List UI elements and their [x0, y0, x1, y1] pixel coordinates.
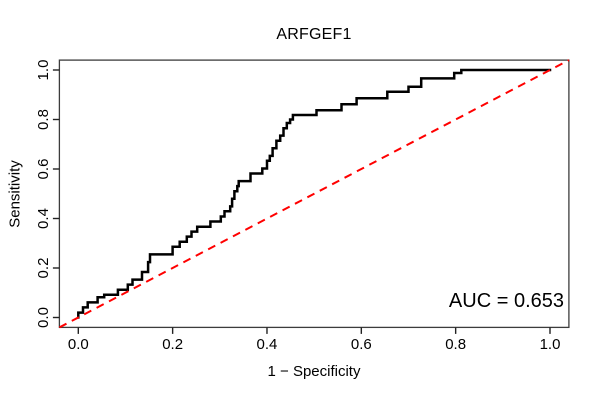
x-tick-label: 0.8	[445, 336, 466, 353]
y-axis-ticks: 0.0 0.2 0.4 0.6 0.8 1.0	[35, 60, 60, 328]
y-tick-label: 0.2	[35, 258, 52, 279]
roc-curve-line	[77, 68, 552, 319]
x-tick-label: 0.4	[257, 336, 278, 353]
x-tick-label: 0.0	[68, 336, 89, 353]
y-tick-label: 0.6	[35, 159, 52, 180]
x-axis-label: 1 − Specificity	[267, 363, 361, 380]
auc-value-label: AUC = 0.653	[448, 290, 564, 312]
x-tick-label: 0.6	[351, 336, 372, 353]
chart-title: ARFGEF1	[276, 26, 352, 43]
y-tick-label: 0.8	[35, 109, 52, 130]
x-tick-label: 0.2	[162, 336, 183, 353]
x-tick-label: 1.0	[540, 336, 561, 353]
y-tick-label: 1.0	[35, 60, 52, 81]
chance-diagonal-line	[58, 59, 570, 329]
y-axis-label: Sensitivity	[6, 160, 24, 228]
x-axis-ticks: 0.0 0.2 0.4 0.6 0.8 1.0	[68, 327, 561, 353]
y-tick-label: 0.0	[35, 307, 52, 328]
plot-frame	[58, 59, 570, 329]
y-tick-label: 0.4	[35, 208, 52, 229]
